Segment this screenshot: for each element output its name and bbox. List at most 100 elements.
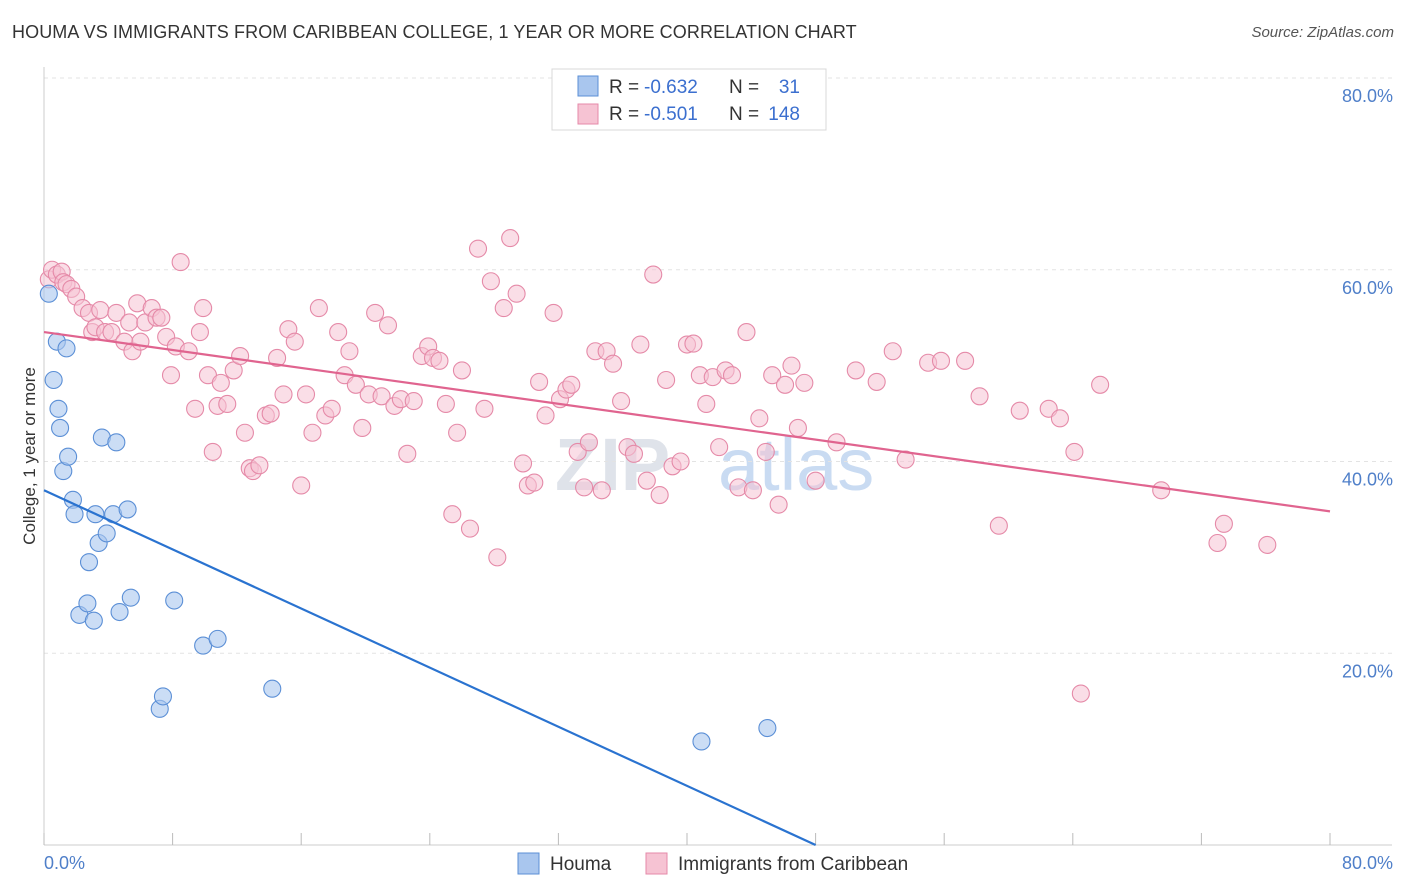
houma-trendline: [43, 489, 817, 846]
caribbean-point-40: [235, 423, 254, 442]
caribbean-point-47: [274, 385, 293, 404]
caribbean-legend-swatch: [577, 103, 599, 125]
caribbean-point-133: [867, 372, 886, 391]
caribbean-point-31: [190, 323, 209, 342]
caribbean-point-83: [501, 229, 520, 248]
caribbean-point-84: [507, 284, 526, 303]
caribbean-point-28: [171, 253, 190, 272]
caribbean-point-20: [131, 332, 150, 351]
caribbean-point-116: [710, 438, 729, 457]
caribbean-point-125: [769, 495, 788, 514]
caribbean-point-144: [1065, 442, 1084, 461]
caribbean-point-130: [806, 471, 825, 490]
caribbean-point-60: [353, 418, 372, 437]
caribbean-point-12: [91, 300, 110, 320]
houma-point-12: [79, 553, 99, 572]
houma-point-13: [84, 611, 103, 630]
houma-point-1: [44, 370, 63, 390]
y-tick-labels: 20.0% 40.0% 60.0% 80.0%: [1342, 86, 1393, 681]
caribbean-point-141: [1010, 401, 1029, 420]
houma-point-7: [59, 447, 78, 466]
caribbean-n-value: 148: [768, 104, 800, 125]
caribbean-point-53: [309, 299, 328, 318]
caribbean-point-50: [292, 476, 311, 495]
caribbean-point-30: [186, 399, 205, 418]
houma-bottom-label: Houma: [550, 854, 612, 875]
caribbean-point-32: [194, 299, 213, 318]
houma-point-3: [49, 399, 68, 418]
caribbean-point-106: [644, 265, 663, 284]
caribbean-point-63: [372, 387, 391, 406]
caribbean-point-81: [488, 548, 507, 567]
caribbean-point-62: [366, 303, 385, 322]
stats-legend: R = -0.632 N = 31 R = -0.501 N = 148: [551, 68, 827, 131]
caribbean-point-118: [722, 366, 742, 385]
houma-point-9: [65, 505, 84, 524]
series-legend: Houma Immigrants from Caribbean: [517, 852, 908, 875]
caribbean-series: [39, 229, 1277, 703]
caribbean-point-143: [1050, 409, 1069, 428]
houma-point-11: [78, 594, 97, 613]
caribbean-point-79: [475, 399, 494, 418]
caribbean-point-64: [378, 316, 398, 335]
axes: [43, 67, 1392, 846]
caribbean-point-37: [218, 394, 237, 414]
source-label: Source: ZipAtlas.com: [1251, 24, 1394, 41]
caribbean-point-138: [956, 351, 975, 370]
caribbean-point-96: [579, 433, 598, 452]
caribbean-point-78: [468, 239, 488, 258]
caribbean-point-108: [657, 370, 676, 390]
x-tick-label-right: 80.0%: [1342, 853, 1393, 873]
caribbean-point-87: [525, 473, 544, 492]
caribbean-point-58: [340, 342, 359, 361]
houma-point-19: [107, 433, 126, 452]
caribbean-point-89: [536, 406, 555, 425]
y-tick-label-80: 80.0%: [1342, 86, 1393, 106]
caribbean-point-88: [530, 372, 549, 391]
caribbean-point-39: [231, 346, 250, 366]
houma-bottom-swatch: [517, 852, 540, 875]
houma-point-27: [208, 629, 227, 648]
houma-point-4: [51, 418, 70, 437]
houma-n-value: 31: [779, 77, 800, 98]
caribbean-trendline: [43, 330, 1331, 513]
caribbean-point-146: [1091, 375, 1110, 394]
caribbean-point-80: [481, 272, 500, 291]
houma-point-21: [118, 500, 137, 519]
caribbean-point-49: [285, 332, 304, 351]
caribbean-point-103: [624, 444, 644, 463]
houma-n-label: N =: [729, 77, 759, 98]
caribbean-point-17: [120, 313, 139, 332]
caribbean-point-127: [782, 356, 801, 375]
caribbean-point-55: [322, 399, 341, 418]
trendlines: [43, 330, 1331, 846]
caribbean-point-140: [989, 516, 1008, 535]
caribbean-point-124: [763, 366, 782, 385]
houma-point-25: [165, 591, 184, 610]
x-tick-label-left: 0.0%: [44, 853, 85, 873]
houma-series: [39, 284, 777, 751]
caribbean-point-139: [970, 387, 989, 406]
caribbean-point-101: [612, 392, 631, 411]
caribbean-point-148: [1208, 533, 1227, 553]
y-tick-label-60: 60.0%: [1342, 278, 1393, 298]
caribbean-point-112: [684, 334, 703, 353]
caribbean-point-34: [203, 442, 222, 461]
caribbean-point-120: [737, 323, 756, 342]
caribbean-point-123: [756, 442, 775, 461]
caribbean-point-43: [250, 456, 269, 475]
houma-point-17: [97, 524, 116, 543]
houma-point-29: [692, 732, 711, 751]
caribbean-point-126: [776, 375, 795, 394]
caribbean-point-85: [513, 454, 533, 473]
caribbean-point-104: [631, 335, 650, 354]
caribbean-point-15: [107, 303, 126, 322]
caribbean-point-149: [1214, 514, 1233, 533]
houma-point-22: [121, 588, 140, 607]
caribbean-point-128: [788, 418, 807, 437]
caribbean-point-121: [743, 481, 762, 500]
houma-legend-swatch: [577, 75, 599, 97]
watermark-zip: ZIP: [555, 423, 670, 506]
y-axis-label: College, 1 year or more: [20, 367, 39, 545]
x-ticks: [43, 833, 1331, 845]
